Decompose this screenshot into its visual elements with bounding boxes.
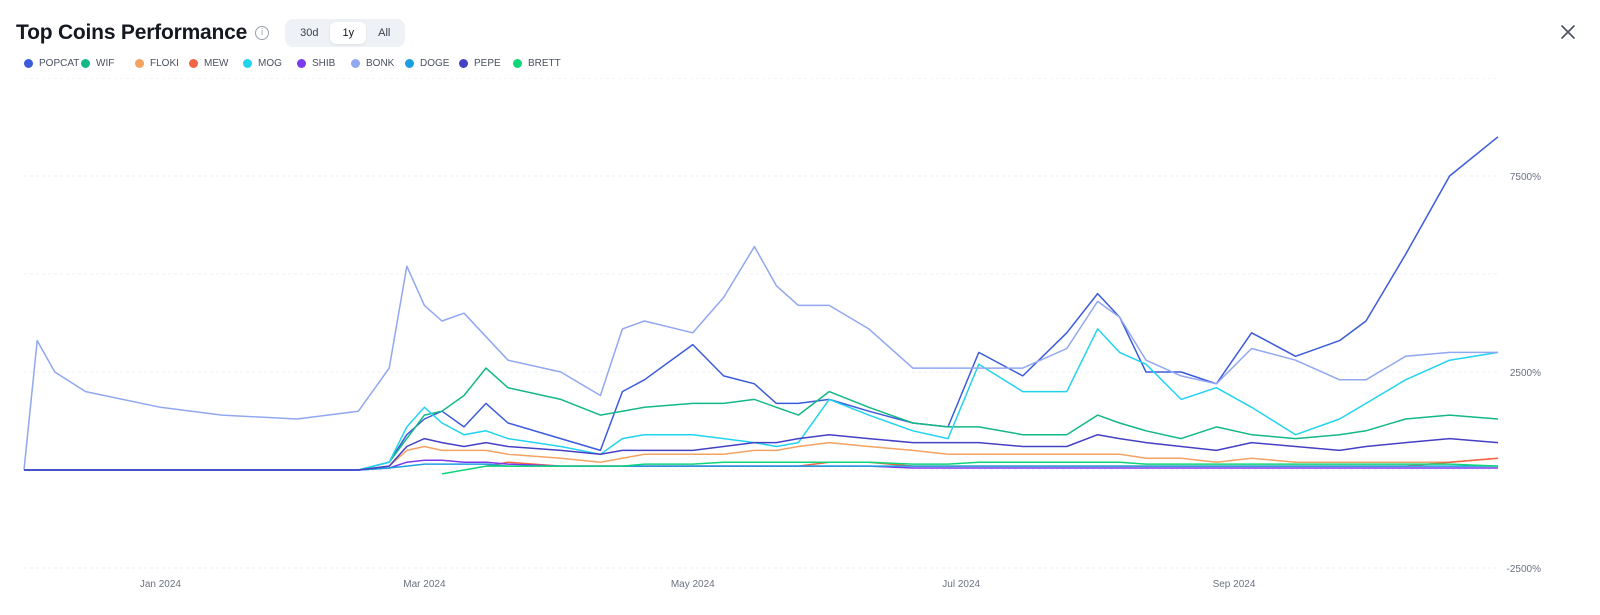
legend-item-mog[interactable]: MOG xyxy=(243,58,297,69)
performance-chart: 7500% 2500% -2500% Jan 2024 Mar 2024 May 2024… xyxy=(23,78,1542,590)
series-line-brett[interactable] xyxy=(441,461,1499,475)
legend-item-mew[interactable]: MEW xyxy=(189,58,243,69)
close-icon[interactable] xyxy=(1558,22,1578,42)
legend-label: FLOKI xyxy=(150,58,179,69)
range-button-1y[interactable]: 1y xyxy=(330,22,367,44)
series-line-wif[interactable] xyxy=(24,367,1499,471)
info-icon[interactable]: i xyxy=(255,26,270,40)
y-tick-label: -2500% xyxy=(1507,564,1542,575)
x-tick-label: Jan 2024 xyxy=(140,579,182,590)
legend-dot xyxy=(513,59,522,68)
legend-dot xyxy=(81,59,90,68)
series-line-popcat[interactable] xyxy=(24,136,1499,471)
series-line-doge[interactable] xyxy=(24,463,1498,471)
series-line-bonk[interactable] xyxy=(23,245,1498,471)
series-line-pepe[interactable] xyxy=(24,433,1499,471)
legend-item-floki[interactable]: FLOKI xyxy=(135,58,189,69)
chart-header: Top Coins Performance i 30d 1y All xyxy=(16,18,406,48)
legend-label: MEW xyxy=(204,58,229,69)
legend-dot xyxy=(135,59,144,68)
legend-label: POPCAT xyxy=(39,58,80,69)
legend-item-doge[interactable]: DOGE xyxy=(405,58,459,69)
legend-dot xyxy=(351,59,360,68)
y-tick-label: 2500% xyxy=(1510,368,1541,379)
legend-item-bonk[interactable]: BONK xyxy=(351,58,405,69)
legend-dot xyxy=(24,59,33,68)
legend-label: PEPE xyxy=(474,58,501,69)
x-tick-label: Jul 2024 xyxy=(942,579,980,590)
chart-legend: POPCAT WIF FLOKI MEW MOG SHIB BONK DOGE PEPE BRET… xyxy=(24,58,567,69)
x-tick-label: Sep 2024 xyxy=(1213,579,1256,590)
legend-label: BRETT xyxy=(528,58,561,69)
series-line-mog[interactable] xyxy=(24,328,1499,471)
legend-label: MOG xyxy=(258,58,282,69)
legend-label: BONK xyxy=(366,58,395,69)
y-tick-label: 7500% xyxy=(1510,172,1541,183)
legend-dot xyxy=(297,59,306,68)
page-title: Top Coins Performance xyxy=(16,21,248,44)
legend-item-pepe[interactable]: PEPE xyxy=(459,58,513,69)
legend-label: WIF xyxy=(96,58,115,69)
legend-dot xyxy=(243,59,252,68)
range-button-all[interactable]: All xyxy=(378,27,391,39)
x-tick-label: Mar 2024 xyxy=(403,579,446,590)
legend-item-brett[interactable]: BRETT xyxy=(513,58,567,69)
x-tick-label: May 2024 xyxy=(671,579,715,590)
legend-label: SHIB xyxy=(312,58,336,69)
time-range-selector: 30d 1y All xyxy=(285,19,406,47)
legend-label: DOGE xyxy=(420,58,450,69)
range-button-30d[interactable]: 30d xyxy=(300,27,319,39)
legend-item-popcat[interactable]: POPCAT xyxy=(24,58,81,69)
legend-item-shib[interactable]: SHIB xyxy=(297,58,351,69)
legend-dot xyxy=(459,59,468,68)
legend-item-wif[interactable]: WIF xyxy=(81,58,135,69)
legend-dot xyxy=(189,59,198,68)
legend-dot xyxy=(405,59,414,68)
